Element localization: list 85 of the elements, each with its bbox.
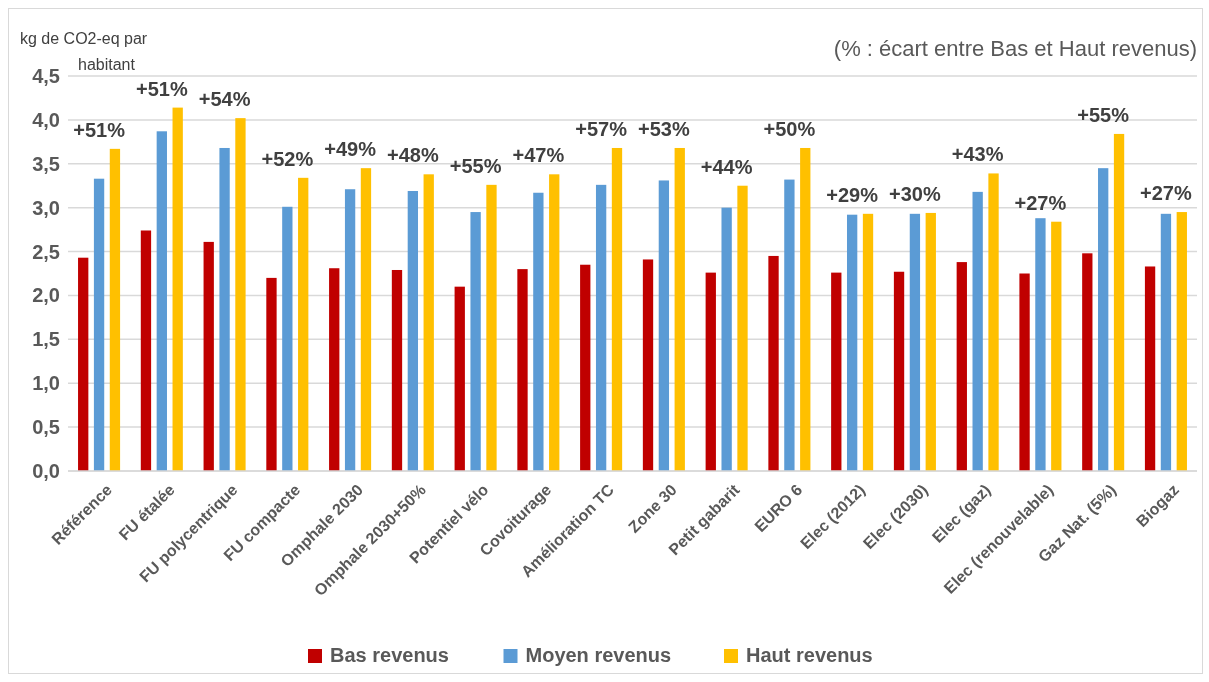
bar	[737, 185, 748, 471]
bar	[219, 147, 230, 471]
bar	[925, 212, 936, 471]
annotation: +53%	[638, 117, 690, 140]
bar	[298, 177, 309, 471]
annotation: +43%	[951, 143, 1004, 166]
bar	[784, 179, 795, 471]
annotation: +55%	[1077, 103, 1130, 126]
annotation: +54%	[198, 88, 251, 111]
annotation: +55%	[449, 154, 502, 177]
bar	[172, 107, 183, 471]
y-tick-label: 3,5	[32, 152, 60, 175]
bar	[831, 272, 842, 471]
bar	[893, 271, 905, 471]
chart-subtitle: (% : écart entre Bas et Haut revenus)	[833, 36, 1197, 61]
bar	[1051, 221, 1062, 471]
bar	[486, 184, 497, 471]
bar	[846, 214, 858, 471]
bar	[862, 213, 874, 471]
annotation: +49%	[324, 138, 377, 161]
bar	[658, 180, 670, 471]
bar	[1176, 212, 1187, 471]
annotation: +27%	[1140, 182, 1192, 205]
legend-label: Haut revenus	[746, 644, 873, 666]
bar	[674, 147, 685, 471]
bar	[642, 259, 654, 471]
y-tick-label: 2,5	[32, 240, 60, 263]
annotation: +47%	[512, 144, 565, 167]
bar	[768, 255, 779, 471]
annotation: +27%	[1014, 191, 1067, 214]
bar	[595, 184, 607, 471]
bar	[988, 173, 999, 471]
bar	[533, 192, 544, 471]
bar	[517, 269, 528, 471]
annotation: +50%	[763, 117, 816, 140]
bar	[391, 269, 403, 471]
annotation: +51%	[135, 77, 188, 100]
bar	[78, 257, 89, 471]
bar	[156, 131, 167, 471]
y-tick-label: 3,0	[32, 196, 60, 219]
annotation: +57%	[575, 117, 628, 140]
bar	[329, 268, 340, 471]
bar	[282, 206, 293, 471]
annotation: +29%	[826, 183, 879, 206]
bar	[344, 189, 356, 471]
bar	[423, 174, 434, 471]
bar	[611, 147, 623, 471]
annotation: +51%	[73, 118, 126, 141]
y-tick-label: 1,0	[32, 372, 60, 395]
y-tick-label: 4,0	[32, 108, 60, 131]
bar	[1082, 253, 1093, 471]
legend-label: Bas revenus	[330, 644, 449, 666]
bar	[956, 262, 967, 471]
y-tick-label: 0,0	[32, 460, 60, 482]
legend-label: Moyen revenus	[525, 644, 672, 666]
bar	[235, 118, 246, 471]
annotation: +52%	[261, 147, 314, 170]
annotation: +44%	[700, 155, 753, 178]
bar	[972, 191, 983, 471]
bar	[407, 190, 419, 471]
bar	[109, 148, 121, 471]
y-tick-label: 1,5	[32, 328, 60, 351]
annotation: +48%	[386, 144, 439, 167]
bar	[266, 277, 277, 471]
bar	[549, 174, 560, 471]
bar	[1098, 168, 1109, 471]
bar	[800, 147, 811, 471]
y-tick-label: 0,5	[32, 416, 60, 439]
bar	[1019, 273, 1030, 471]
bar	[203, 241, 214, 471]
bar	[1144, 266, 1156, 471]
bar	[360, 168, 372, 471]
bar	[93, 178, 105, 471]
bar	[1035, 218, 1046, 471]
bar	[140, 230, 152, 471]
bar	[454, 286, 465, 471]
bar	[1160, 213, 1172, 471]
bar	[580, 264, 591, 471]
bar	[1113, 133, 1125, 471]
bar	[705, 272, 716, 471]
annotation: +30%	[889, 182, 941, 205]
y-tick-label: 2,0	[32, 284, 60, 307]
bar	[470, 212, 481, 471]
bar	[721, 207, 732, 471]
bar	[909, 213, 921, 471]
